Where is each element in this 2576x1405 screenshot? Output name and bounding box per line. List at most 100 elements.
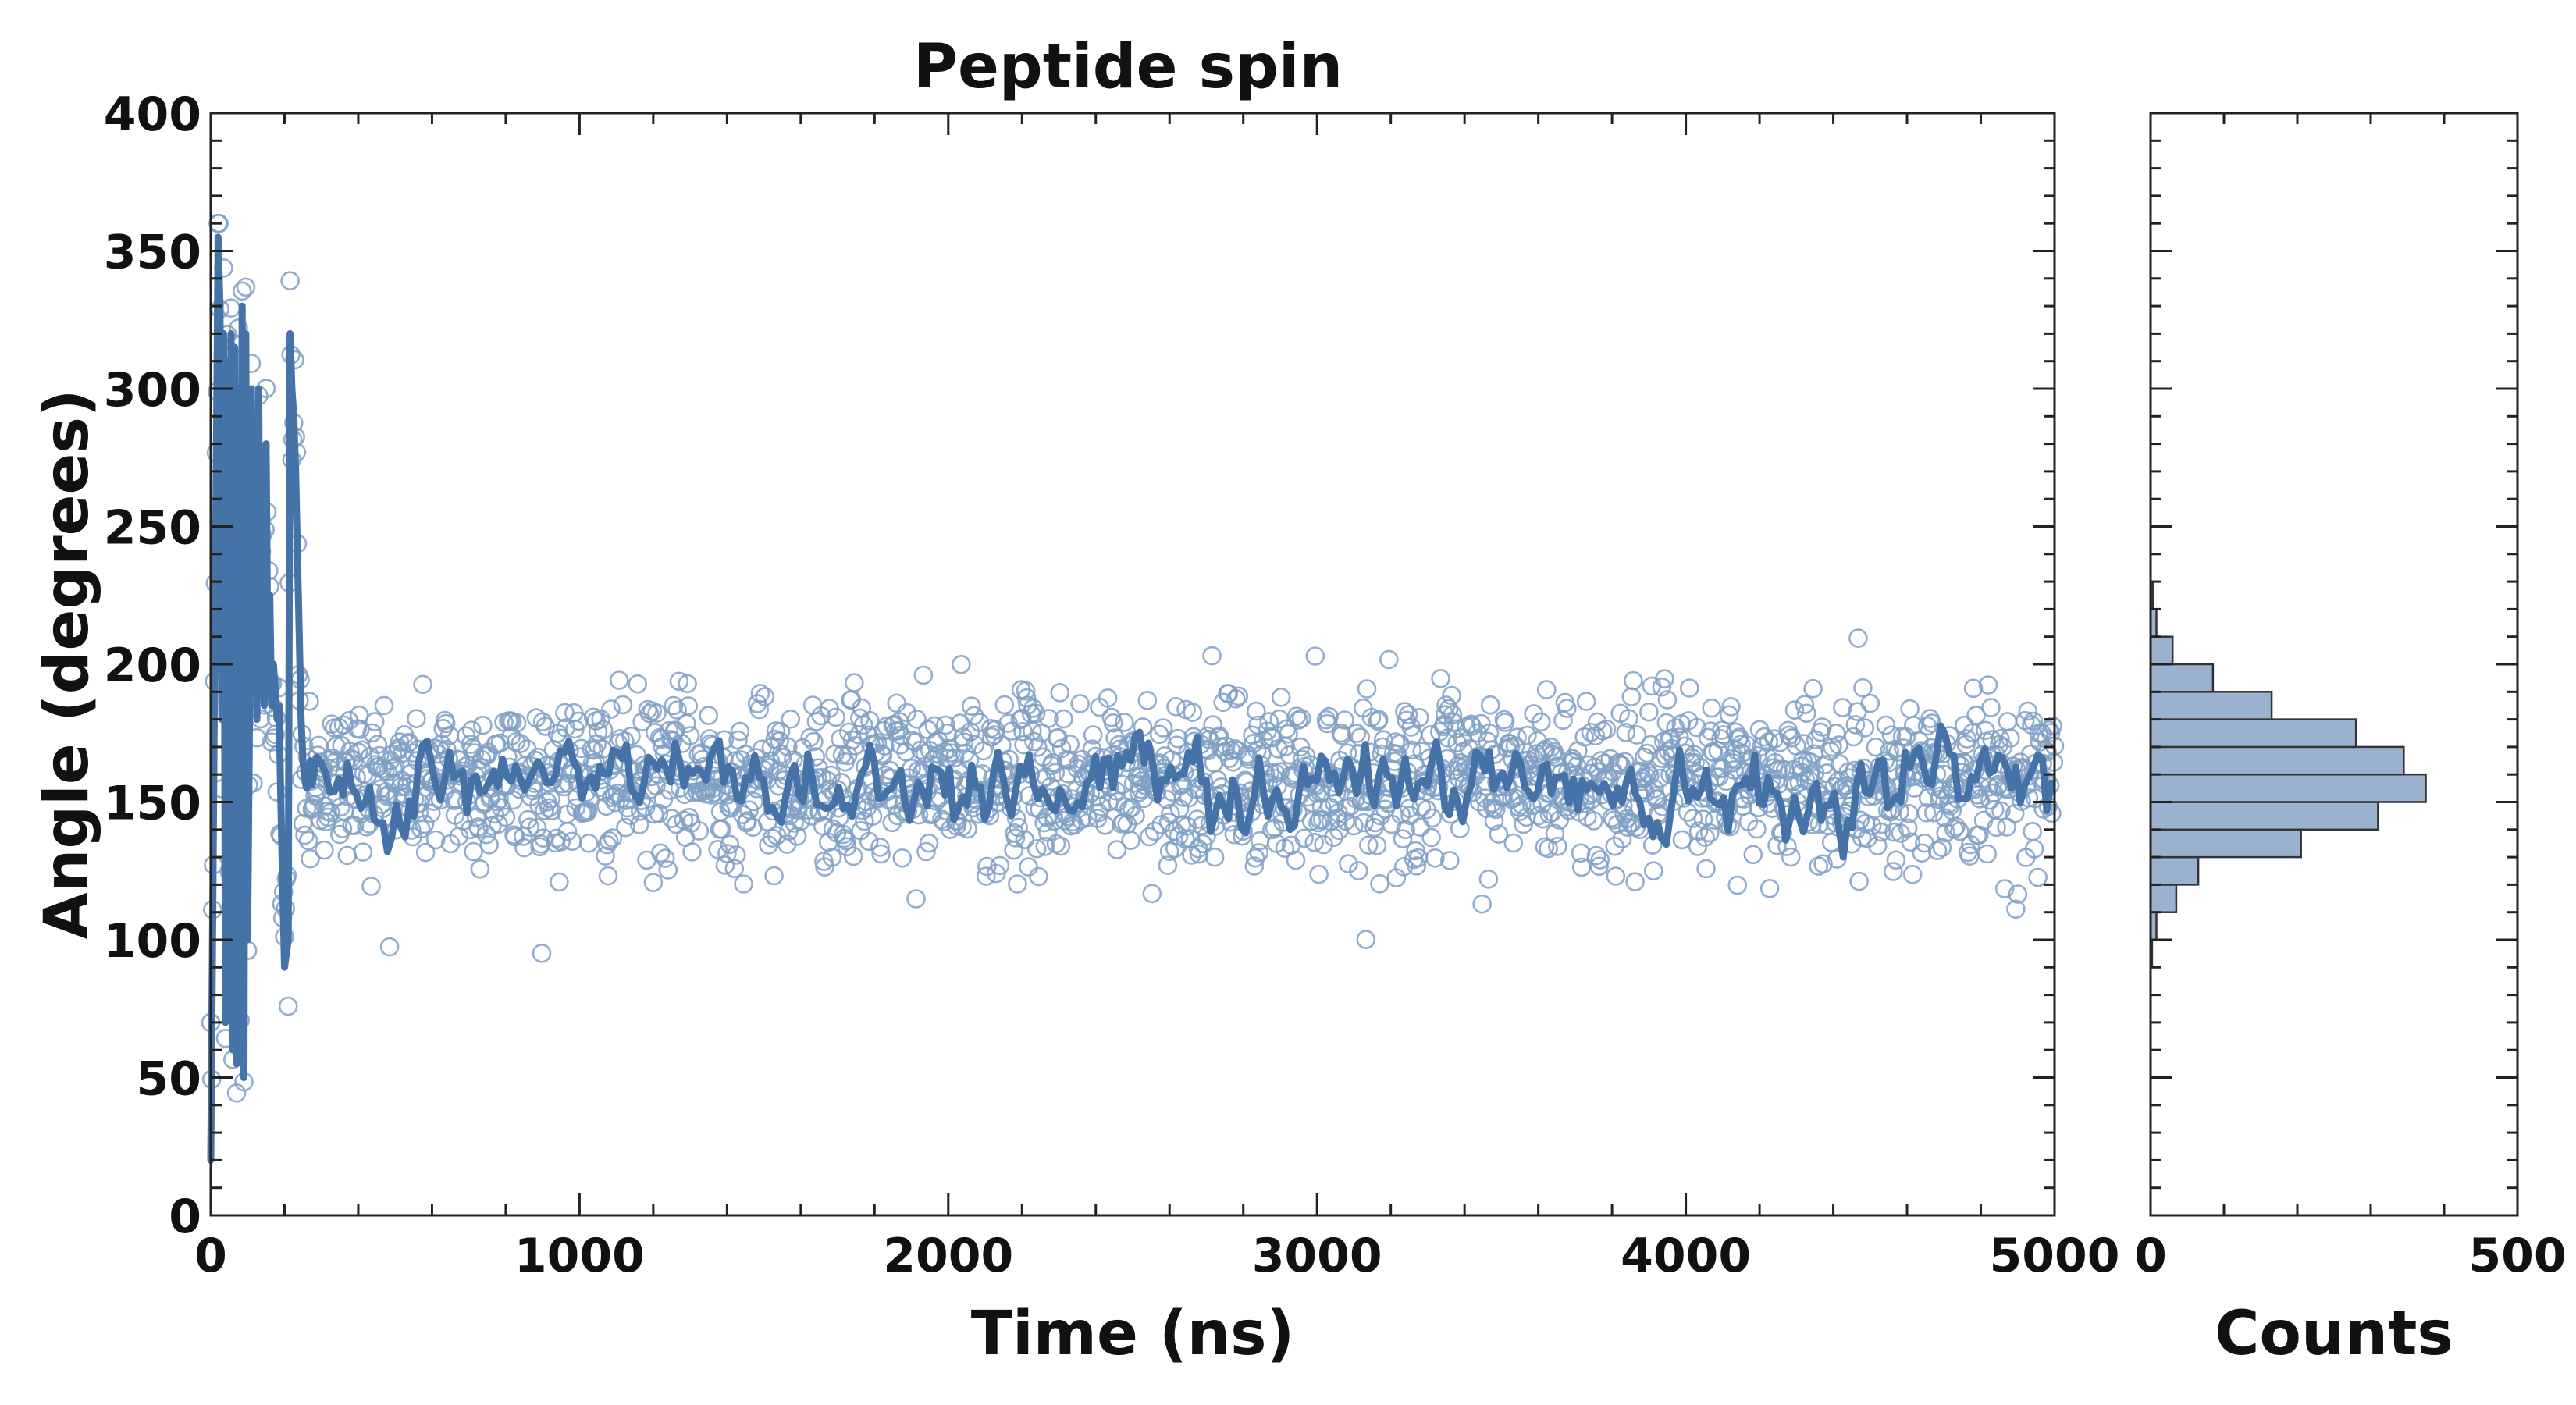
scatter-point [1640, 766, 1660, 785]
scatter-point [680, 726, 700, 745]
scatter-point [744, 791, 763, 812]
scatter-point [305, 786, 325, 806]
scatter-point [514, 838, 534, 858]
scatter-point [1627, 725, 1647, 745]
scatter-point [973, 741, 993, 761]
scatter-point [1855, 718, 1874, 738]
scatter-point [658, 860, 678, 880]
scatter-point [1006, 809, 1026, 829]
scatter-point [1645, 779, 1664, 799]
scatter-point [1054, 709, 1073, 729]
scatter-point [1311, 798, 1332, 817]
scatter-point [1060, 735, 1080, 754]
scatter-point [596, 846, 615, 866]
scatter-point [1359, 835, 1379, 855]
scatter-point [1014, 735, 1034, 755]
scatter-point [621, 726, 641, 746]
scatter-point [1126, 806, 1145, 826]
scatter-point [1412, 742, 1432, 761]
scatter-point [361, 877, 381, 896]
scatter-point [859, 831, 879, 852]
scatter-point [678, 674, 697, 694]
scatter-point [1314, 834, 1333, 855]
scatter-point [1245, 848, 1265, 868]
scatter-point [1615, 752, 1635, 772]
scatter-point [845, 736, 865, 756]
scatter-point [421, 803, 441, 823]
scatter-point [1528, 806, 1548, 826]
scatter-point [533, 828, 553, 848]
scatter-point [2005, 804, 2025, 823]
scatter-point [737, 811, 757, 831]
scatter-point [1367, 835, 1387, 855]
scatter-point [535, 801, 554, 820]
scatter-point [1165, 838, 1185, 859]
scatter-point [298, 831, 318, 851]
scatter-point [1183, 702, 1203, 722]
scatter-point [318, 807, 338, 827]
scatter-point [1029, 866, 1048, 887]
scatter-point [1998, 712, 2018, 731]
scatter-point [1924, 803, 1944, 823]
scatter-point [603, 828, 623, 848]
histogram-bar [2149, 855, 2200, 886]
scatter-point [507, 713, 527, 733]
scatter-point [1695, 827, 1715, 847]
scatter-point [1035, 837, 1055, 856]
scatter-point [337, 845, 358, 866]
scatter-point [781, 709, 801, 729]
scatter-point [770, 721, 791, 742]
scatter-point [542, 801, 562, 820]
scatter-point [836, 831, 856, 851]
main-plot-frame [209, 112, 2056, 1217]
scatter-point [1737, 735, 1756, 755]
scatter-point [860, 710, 880, 731]
histogram-x-axis-label: Counts [2215, 1299, 2453, 1369]
scatter-point [1204, 847, 1225, 867]
scatter-point [897, 702, 916, 723]
histogram-bar [2149, 745, 2405, 776]
scatter-point [1946, 816, 1966, 837]
scatter-point [464, 841, 483, 862]
scatter-point [1845, 715, 1866, 735]
histogram-bar [2149, 718, 2357, 749]
histogram-bar [2149, 801, 2379, 831]
scatter-point [1545, 823, 1565, 844]
y-tick-label: 200 [104, 638, 201, 693]
scatter-point [607, 771, 626, 791]
scatter-point [1332, 725, 1352, 745]
scatter-point [555, 702, 575, 723]
scatter-point [1210, 737, 1230, 757]
scatter-point [843, 846, 863, 866]
scatter-point [1009, 817, 1028, 838]
scatter-point [952, 654, 971, 674]
scatter-point [994, 695, 1015, 715]
scatter-point [425, 830, 446, 850]
scatter-point [941, 743, 961, 763]
scatter-point [1484, 811, 1504, 831]
scatter-point [520, 817, 539, 837]
scatter-point [1202, 646, 1222, 666]
scatter-point [650, 843, 671, 863]
y-tick-label: 400 [104, 87, 201, 142]
scatter-point [1294, 828, 1314, 848]
scatter-point [532, 944, 552, 963]
scatter-point [777, 737, 798, 757]
scatter-point [1853, 678, 1873, 698]
scatter-point [598, 866, 618, 886]
scatter-point [1028, 737, 1048, 757]
scatter-point [326, 736, 346, 756]
scatter-point [1289, 710, 1308, 730]
histogram-bar [2149, 691, 2273, 720]
scatter-point [643, 873, 664, 892]
scatter-point [1727, 875, 1747, 895]
scatter-point [1142, 884, 1162, 904]
scatter-point [1957, 729, 1977, 749]
scatter-point [1795, 695, 1815, 715]
scatter-point [1161, 803, 1180, 823]
scatter-point [806, 712, 827, 731]
scatter-point [1557, 699, 1577, 718]
y-tick-label: 150 [104, 777, 201, 831]
scatter-point [1442, 685, 1461, 706]
scatter-point [1019, 857, 1038, 877]
